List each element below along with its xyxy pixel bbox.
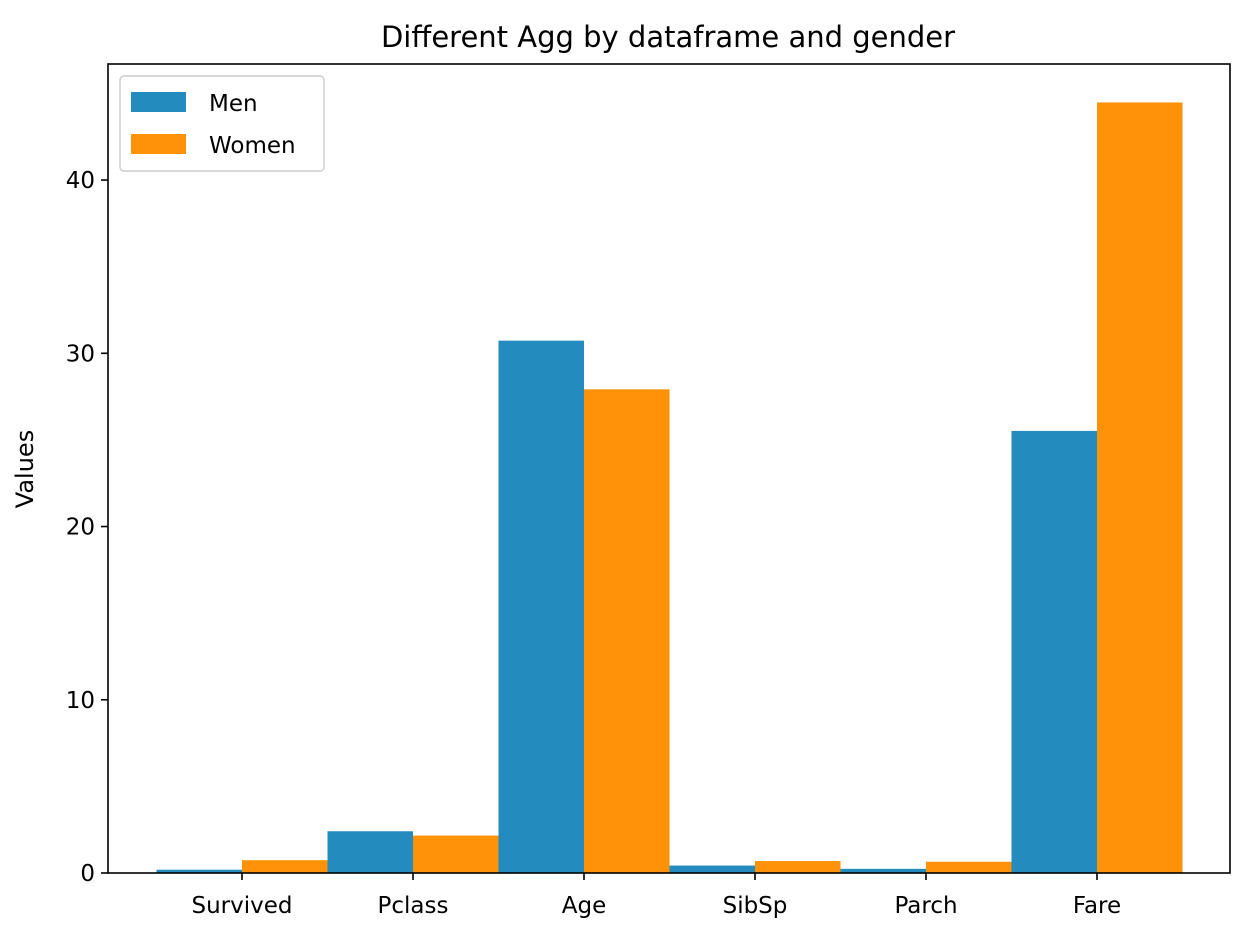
y-tick-label: 0 [80, 861, 95, 887]
bar-men-pclass [327, 831, 413, 873]
x-tick-label: Fare [1073, 893, 1121, 919]
y-tick-label: 20 [66, 515, 95, 541]
x-tick-label: Pclass [378, 893, 449, 919]
y-axis-label: Values [11, 430, 39, 508]
legend-swatch-men [131, 92, 186, 112]
legend-label-women: Women [209, 133, 296, 159]
legend-swatch-women [131, 134, 186, 154]
y-tick-label: 30 [66, 341, 95, 367]
bar-women-fare [1097, 102, 1183, 873]
bar-women-sibsp [755, 861, 841, 873]
x-tick-label: Age [562, 893, 606, 919]
y-tick-label: 10 [66, 688, 95, 714]
bar-women-pclass [413, 835, 499, 873]
y-tick-label: 40 [66, 168, 95, 194]
x-tick-label: Survived [192, 893, 293, 919]
legend-label-men: Men [209, 91, 258, 117]
bar-men-fare [1011, 430, 1097, 873]
x-tick-label: SibSp [723, 893, 788, 919]
plot-frame [107, 63, 1231, 874]
bar-men-parch [840, 868, 926, 873]
bar-women-age [584, 389, 670, 873]
x-axis-ticks: Survived Pclass Age SibSp Parch Fare [192, 873, 1121, 919]
x-tick-label: Parch [894, 893, 957, 919]
bar-men-sibsp [669, 865, 755, 873]
y-axis-ticks: 0 10 20 30 40 [66, 168, 108, 887]
bar-women-parch [926, 861, 1012, 873]
chart-title: Different Agg by dataframe and gender [381, 20, 955, 54]
bars-group [156, 102, 1183, 873]
legend: Men Women [119, 75, 325, 172]
bar-men-age [498, 340, 584, 873]
bar-women-survived [242, 860, 328, 873]
bar-men-survived [156, 869, 242, 873]
